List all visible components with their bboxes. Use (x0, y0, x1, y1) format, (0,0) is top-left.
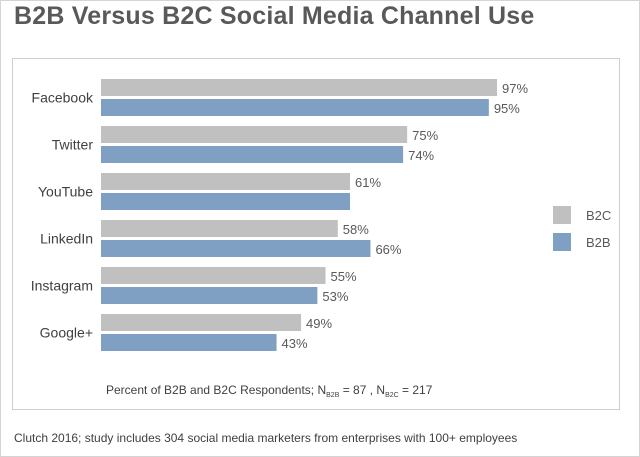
category-label-google: Google+ (40, 325, 93, 341)
bar-b2b-instagram (101, 287, 318, 304)
bar-b2c-linkedin (101, 220, 338, 237)
category-label-facebook: Facebook (32, 90, 94, 106)
respondents-note: Percent of B2B and B2C Respondents; NB2B… (106, 383, 432, 399)
value-label-b2c-youtube: 61% (355, 175, 381, 190)
plot-area-border (12, 58, 620, 410)
bar-b2c-facebook (101, 79, 497, 96)
legend-label-b2b: B2B (586, 235, 611, 250)
legend-label-b2c: B2C (586, 208, 611, 223)
chart-title: B2B Versus B2C Social Media Channel Use (14, 2, 535, 30)
note-sub-b2c: B2C (385, 392, 399, 399)
value-label-b2b-linkedin: 66% (375, 242, 401, 257)
value-label-b2b-facebook: 95% (494, 101, 520, 116)
source-note: Clutch 2016; study includes 304 social m… (14, 431, 518, 445)
value-label-b2b-google: 43% (282, 336, 308, 351)
legend-swatch-b2b (553, 233, 571, 251)
value-label-b2c-google: 49% (306, 316, 332, 331)
value-label-b2c-linkedin: 58% (343, 222, 369, 237)
note-suffix: = 217 (398, 383, 433, 397)
note-mid: = 87 , N (339, 383, 386, 397)
note-prefix: Percent of B2B and B2C Respondents; N (106, 383, 327, 397)
bar-b2c-youtube (101, 173, 351, 190)
category-label-twitter: Twitter (52, 137, 94, 153)
category-label-instagram: Instagram (31, 278, 93, 294)
bar-b2b-linkedin (101, 240, 371, 257)
category-label-youtube: YouTube (38, 184, 93, 200)
value-label-b2b-instagram: 53% (322, 289, 348, 304)
bar-b2b-google (101, 334, 277, 351)
value-label-b2c-twitter: 75% (412, 128, 438, 143)
value-label-b2c-instagram: 55% (331, 269, 357, 284)
bar-b2b-facebook (101, 99, 489, 116)
value-label-b2b-twitter: 74% (408, 148, 434, 163)
bar-b2b-twitter (101, 146, 404, 163)
note-sub-b2b: B2B (326, 392, 340, 399)
bar-b2c-google (101, 314, 302, 331)
bar-b2b-youtube (101, 193, 351, 210)
bar-b2c-twitter (101, 126, 408, 143)
bar-b2c-instagram (101, 267, 326, 284)
legend-swatch-b2c (553, 206, 571, 224)
category-label-linkedin: LinkedIn (40, 231, 93, 247)
value-label-b2c-facebook: 97% (502, 81, 528, 96)
